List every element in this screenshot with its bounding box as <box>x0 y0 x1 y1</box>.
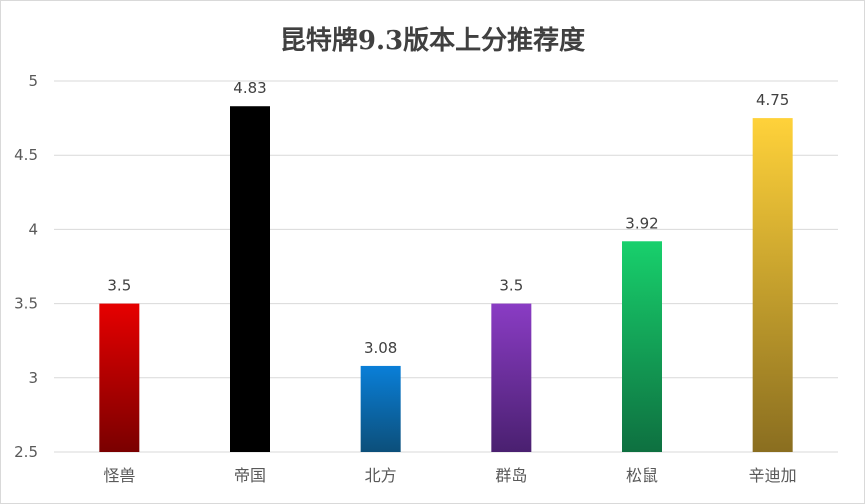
data-label: 4.83 <box>233 79 266 97</box>
bar-0 <box>99 303 140 452</box>
y-tick-label: 4 <box>28 220 38 238</box>
gridlines <box>54 80 838 453</box>
x-tick-label: 松鼠 <box>626 466 658 485</box>
data-label: 3.5 <box>107 277 131 295</box>
x-tick-label: 帝国 <box>234 466 266 485</box>
bar-2 <box>360 365 401 452</box>
data-label: 3.92 <box>625 214 658 232</box>
x-tick-label: 群岛 <box>495 466 527 485</box>
bar-3 <box>491 303 532 452</box>
bars <box>99 106 793 452</box>
x-axis-ticks: 怪兽 帝国 北方 群岛 松鼠 辛迪加 <box>103 466 796 485</box>
x-tick-label: 北方 <box>365 466 397 485</box>
data-label: 3.5 <box>499 277 523 295</box>
y-tick-label: 3.5 <box>14 295 38 313</box>
chart-title: 昆特牌9.3版本上分推荐度 <box>279 26 586 56</box>
y-tick-label: 5 <box>28 72 38 90</box>
bar-1 <box>230 106 270 452</box>
data-labels: 3.5 4.83 3.08 3.5 3.92 4.75 <box>107 79 789 357</box>
x-tick-label: 怪兽 <box>103 466 135 485</box>
bar-4 <box>622 241 662 452</box>
y-tick-label: 2.5 <box>14 443 38 461</box>
data-label: 3.08 <box>364 339 397 357</box>
bar-5 <box>752 118 793 452</box>
y-tick-label: 4.5 <box>14 146 38 164</box>
x-tick-label: 辛迪加 <box>749 466 797 485</box>
y-tick-label: 3 <box>28 369 38 387</box>
data-label: 4.75 <box>756 91 789 109</box>
y-axis-ticks: 2.5 3 3.5 4 4.5 5 <box>14 72 38 461</box>
